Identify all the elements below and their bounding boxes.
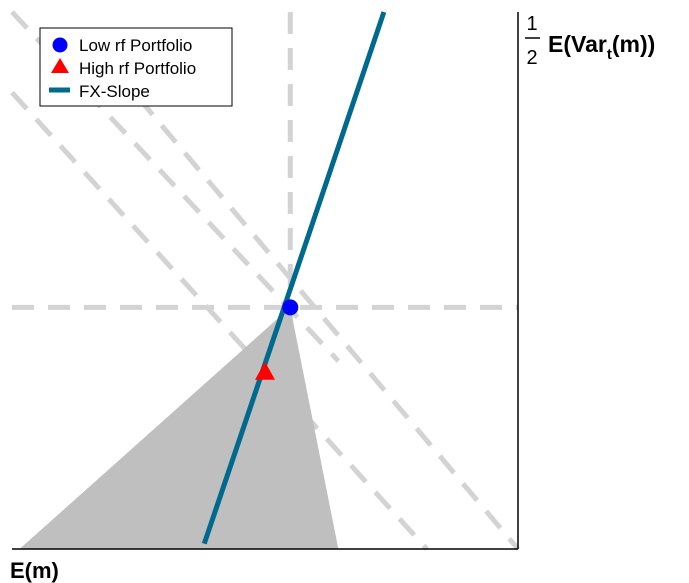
legend-marker-high-rf bbox=[51, 58, 69, 73]
legend-marker-low-rf bbox=[52, 37, 68, 53]
legend: Low rf Portfolio High rf Portfolio FX-Sl… bbox=[39, 27, 233, 107]
y-label-numerator: 1 bbox=[526, 13, 537, 35]
shaded-region-group bbox=[19, 307, 339, 549]
guide-line-5 bbox=[136, 96, 520, 551]
y-axis-label: 1 2 E(Vart(m)) bbox=[525, 13, 655, 69]
y-label-sub: t bbox=[607, 46, 612, 63]
series-group bbox=[201, 11, 387, 545]
legend-label-high-rf: High rf Portfolio bbox=[79, 59, 196, 78]
legend-box bbox=[39, 27, 233, 107]
legend-label-low-rf: Low rf Portfolio bbox=[79, 36, 192, 55]
high-rf-portfolio-point bbox=[255, 361, 275, 380]
shaded-region bbox=[19, 307, 339, 549]
y-label-var: Var bbox=[571, 31, 607, 57]
legend-label-fx-slope: FX-Slope bbox=[79, 82, 150, 101]
guide-line-4 bbox=[10, 90, 429, 551]
y-label-denominator: 2 bbox=[526, 47, 537, 69]
x-axis-label: E(m) bbox=[10, 558, 59, 583]
y-label-expression: E(Vart(m)) bbox=[548, 31, 655, 63]
low-rf-portfolio-point bbox=[282, 299, 299, 316]
y-label-suffix: (m)) bbox=[612, 31, 655, 57]
fx-slope-line bbox=[201, 11, 387, 545]
y-label-prefix: E( bbox=[548, 31, 571, 57]
